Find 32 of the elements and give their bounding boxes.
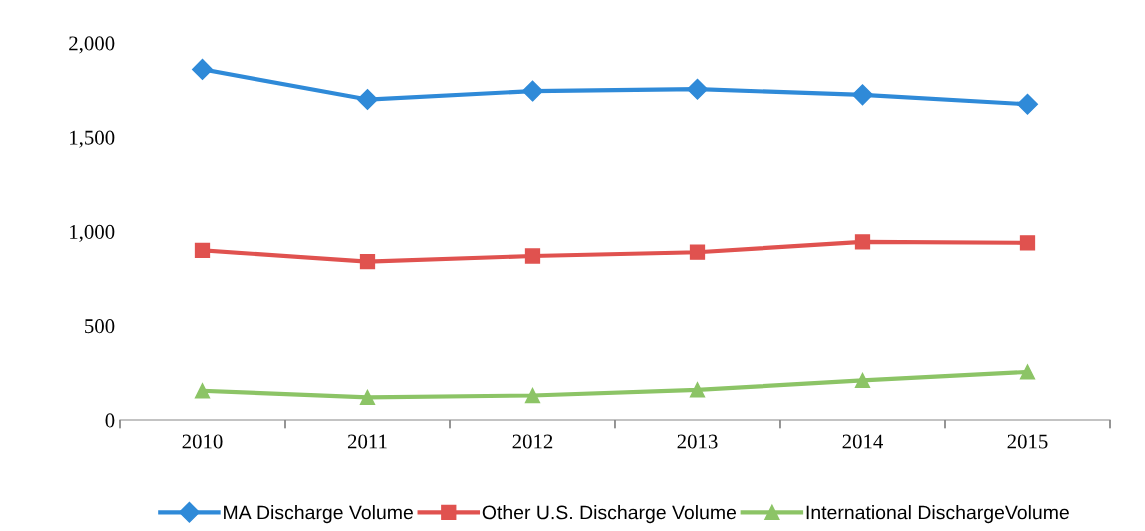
- point: [359, 254, 376, 270]
- y-tick-label: 2,000: [69, 36, 115, 54]
- point: [689, 244, 706, 260]
- x-tick-label: 2010: [182, 434, 223, 449]
- point: [191, 58, 214, 80]
- point: [854, 234, 871, 250]
- legend-label: International DischargeVolume: [806, 505, 1069, 524]
- x-tick-label: 2015: [1007, 434, 1048, 449]
- point: [521, 80, 544, 102]
- point: [689, 382, 706, 398]
- point: [194, 242, 211, 258]
- point: [1019, 235, 1036, 251]
- y-tick-label: 1,000: [70, 224, 115, 242]
- y-tick-label: 1,500: [70, 130, 115, 148]
- point: [359, 389, 376, 406]
- point: [1019, 364, 1036, 380]
- y-tick-label: 500: [85, 319, 115, 334]
- point: [194, 383, 211, 399]
- x-tick-label: 2011: [347, 434, 387, 449]
- point: [686, 78, 709, 100]
- point: [524, 387, 541, 404]
- point: [356, 89, 379, 111]
- y-tick-label: 0: [105, 413, 115, 428]
- point: [854, 372, 871, 389]
- point: [851, 84, 874, 106]
- legend-label: MA Discharge Volume: [224, 505, 413, 524]
- x-tick-label: 2013: [677, 434, 718, 449]
- x-tick-label: 2012: [512, 434, 553, 449]
- point: [1016, 93, 1039, 115]
- point: [524, 248, 541, 264]
- legend-label: Other U.S. Discharge Volume: [482, 505, 737, 524]
- x-tick-label: 2014: [842, 434, 884, 449]
